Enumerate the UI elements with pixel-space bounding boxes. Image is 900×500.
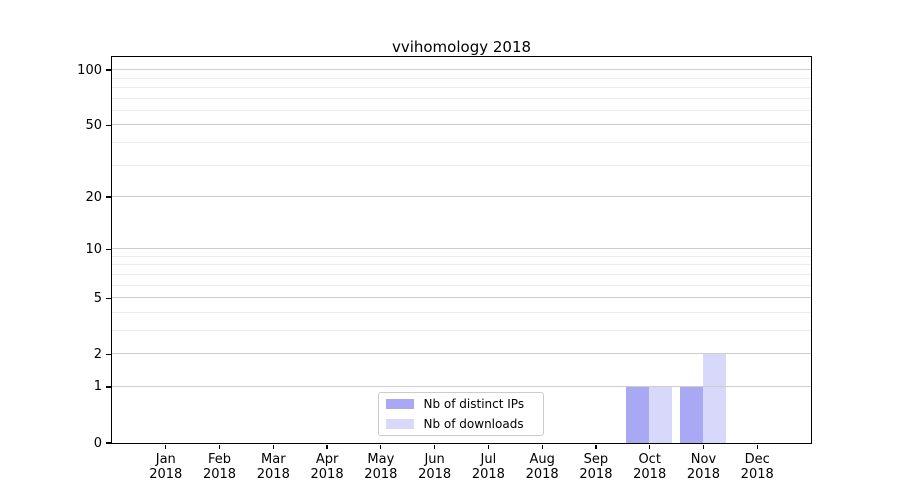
bar-nov-distinct-ips: [679, 386, 703, 443]
gridline-y-minor-8: [111, 264, 811, 266]
x-tick-label-aug: Aug 2018: [514, 452, 570, 482]
x-tick-month: Feb: [208, 452, 232, 467]
x-tick-month: Jan: [155, 452, 176, 467]
gridline-y-minor-6: [111, 284, 811, 286]
bar-oct-downloads: [649, 386, 673, 443]
gridline-y-50: [111, 124, 811, 126]
x-tick-jul: [487, 444, 489, 449]
gridline-y-minor-80: [111, 86, 811, 88]
gridline-y-minor-30: [111, 164, 811, 166]
x-tick-month: Dec: [744, 452, 770, 467]
x-tick-month: Jul: [480, 452, 497, 467]
x-tick-nov: [702, 444, 705, 449]
gridline-y-minor-3: [111, 329, 811, 331]
x-tick-label-jun: Jun 2018: [407, 452, 463, 482]
y-tick-label-2: 2: [93, 346, 102, 362]
y-tick-label-50: 50: [85, 117, 102, 133]
x-tick-sep: [595, 444, 597, 449]
gridline-y-20: [111, 196, 811, 197]
x-tick-label-jan: Jan 2018: [138, 452, 194, 482]
legend-swatch-distinct-ips: [385, 398, 414, 409]
x-tick-year: 2018: [471, 467, 505, 482]
x-tick-year: 2018: [256, 467, 290, 482]
x-tick-apr: [326, 444, 328, 449]
y-tick-2: [106, 353, 111, 355]
y-tick-label-0: 0: [93, 435, 102, 451]
y-tick-0: [106, 442, 111, 444]
y-tick-label-100: 100: [77, 62, 102, 78]
gridline-y-minor-40: [111, 141, 811, 143]
x-tick-mar: [272, 444, 274, 449]
gridline-y-minor-90: [111, 77, 811, 79]
bar-nov-downloads: [702, 353, 726, 443]
x-tick-label-mar: Mar 2018: [245, 452, 301, 482]
y-tick-5: [106, 297, 111, 299]
x-tick-year: 2018: [149, 467, 183, 482]
gridline-y-5: [111, 297, 811, 299]
gridline-y-minor-9: [111, 255, 811, 257]
x-tick-year: 2018: [633, 467, 667, 482]
x-tick-label-nov: Nov 2018: [675, 452, 731, 482]
bar-oct-distinct-ips: [626, 386, 650, 443]
y-tick-50: [106, 124, 111, 126]
x-tick-month: Sep: [583, 452, 609, 467]
x-tick-month: Oct: [638, 452, 661, 467]
y-tick-label-5: 5: [93, 290, 102, 306]
legend-item-downloads: Nb of downloads: [385, 416, 543, 432]
legend-swatch-downloads: [385, 418, 414, 429]
x-tick-dec: [756, 444, 758, 449]
x-tick-label-jul: Jul 2018: [460, 452, 516, 482]
x-tick-year: 2018: [310, 467, 344, 482]
legend-label: Nb of downloads: [423, 416, 524, 431]
x-tick-feb: [218, 444, 221, 449]
plot-area: Nb of distinct IPs Nb of downloads: [110, 55, 812, 444]
x-tick-month: May: [367, 452, 395, 467]
gridline-y-minor-60: [111, 109, 811, 111]
y-tick-100: [106, 69, 111, 71]
x-tick-year: 2018: [579, 467, 613, 482]
chart-title: vvihomology 2018: [391, 38, 532, 56]
x-tick-jan: [165, 444, 167, 449]
x-tick-year: 2018: [418, 467, 452, 482]
x-tick-label-feb: Feb 2018: [192, 452, 248, 482]
gridline-y-100: [111, 69, 811, 71]
legend: Nb of distinct IPs Nb of downloads: [377, 391, 544, 436]
y-tick-label-1: 1: [93, 379, 102, 395]
x-tick-jun: [434, 444, 436, 449]
y-tick-label-20: 20: [85, 189, 102, 205]
x-tick-label-sep: Sep 2018: [568, 452, 624, 482]
x-tick-year: 2018: [364, 467, 398, 482]
x-tick-month: Apr: [315, 452, 339, 467]
x-tick-year: 2018: [202, 467, 237, 482]
x-tick-year: 2018: [740, 467, 774, 482]
x-tick-month: Mar: [261, 452, 286, 467]
x-tick-month: Aug: [529, 452, 555, 467]
legend-item-distinct-ips: Nb of distinct IPs: [385, 396, 543, 412]
gridline-y-minor-7: [111, 273, 811, 275]
x-tick-label-oct: Oct 2018: [622, 452, 678, 482]
x-tick-year: 2018: [525, 467, 559, 482]
y-tick-label-10: 10: [85, 241, 102, 257]
x-tick-month: Jun: [424, 452, 445, 467]
x-tick-oct: [649, 444, 651, 449]
gridline-y-2: [111, 353, 811, 355]
x-tick-label-dec: Dec 2018: [729, 452, 785, 482]
legend-label: Nb of distinct IPs: [423, 396, 525, 411]
x-tick-year: 2018: [686, 467, 720, 482]
gridline-y-minor-4: [111, 311, 811, 313]
x-tick-month: Nov: [690, 452, 717, 467]
x-tick-aug: [541, 444, 543, 449]
x-tick-label-apr: Apr 2018: [299, 452, 355, 482]
y-tick-20: [106, 196, 111, 198]
gridline-y-10: [111, 248, 811, 250]
x-tick-may: [380, 444, 382, 449]
y-tick-1: [106, 386, 111, 388]
gridline-y-1: [111, 385, 811, 387]
x-tick-label-may: May 2018: [353, 452, 409, 482]
y-tick-10: [106, 248, 111, 250]
gridline-y-minor-70: [111, 97, 811, 99]
